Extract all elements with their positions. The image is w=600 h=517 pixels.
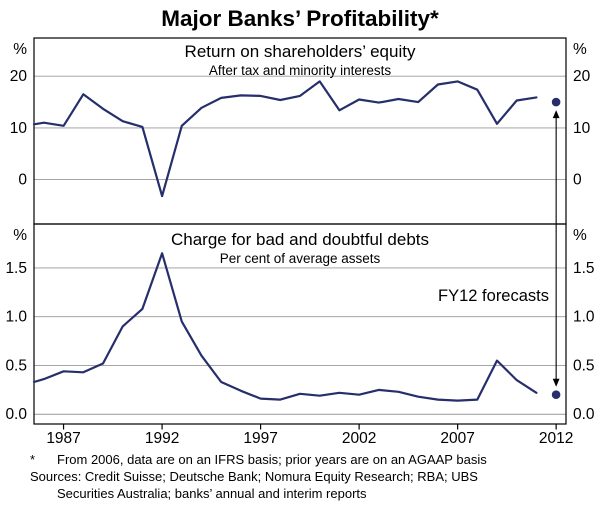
y-tick-label-right: 20: [573, 68, 591, 85]
y-tick-label-left: 1.0: [5, 309, 27, 326]
y-tick-label-right: 1.5: [573, 260, 595, 277]
y-axis-unit-left: %: [13, 227, 27, 244]
y-axis-unit-right: %: [573, 227, 587, 244]
x-tick-label: 1987: [46, 430, 80, 447]
chart-canvas: 0 0 10 10 20 20% % 0.0 0.0 0.5 0.5 1.0 1.0 1.5 1.5% % 19…: [5, 6, 595, 447]
panel-frame: [33, 223, 567, 425]
footnote-line: * From 2006, data are on an IFRS basis; …: [30, 451, 592, 468]
sources-text: Sources: Credit Suisse; Deutsche Bank; N…: [30, 469, 478, 502]
y-axis-unit-left: %: [13, 41, 27, 58]
series-line: [32, 80, 538, 198]
y-tick-label-left: 0: [18, 172, 27, 189]
x-tick-label: 1992: [145, 430, 179, 447]
y-axis-unit-right: %: [573, 41, 587, 58]
forecast-dot: [551, 97, 561, 107]
panel2-title: Charge for bad and doubtful debts: [171, 230, 429, 249]
x-tick-label: 2007: [440, 430, 474, 447]
x-tick-label: 2002: [342, 430, 376, 447]
y-tick-label-right: 0.0: [573, 406, 595, 423]
arrow-head-up: [552, 110, 560, 119]
y-tick-label-left: 0.0: [5, 406, 27, 423]
footnote-text: From 2006, data are on an IFRS basis; pr…: [57, 452, 487, 467]
series-layer: [32, 80, 561, 402]
series-line: [32, 252, 538, 402]
x-tick-label: 2012: [539, 430, 573, 447]
y-tick-label-left: 20: [10, 68, 28, 85]
axes-layer: 0 0 10 10 20 20% % 0.0 0.0 0.5 0.5 1.0 1.0 1.5 1.5% % 19…: [5, 37, 595, 447]
forecast-dot: [551, 390, 561, 400]
arrow-head-down: [552, 378, 560, 387]
footnotes: * From 2006, data are on an IFRS basis; …: [30, 451, 592, 502]
y-tick-label-right: 1.0: [573, 309, 595, 326]
y-tick-label-right: 0.5: [573, 357, 595, 374]
x-tick-label: 1997: [243, 430, 277, 447]
panel1-title: Return on shareholders’ equity: [185, 42, 416, 61]
panel2-subtitle: Per cent of average assets: [220, 251, 381, 266]
y-tick-label-left: 0.5: [5, 357, 27, 374]
gridlines-layer: [34, 75, 566, 415]
y-tick-label-left: 10: [10, 120, 28, 137]
y-tick-label-right: 0: [573, 172, 582, 189]
panel1-subtitle: After tax and minority interests: [209, 63, 392, 78]
forecast-annotation: FY12 forecasts: [438, 287, 549, 305]
chart-title: Major Banks’ Profitability*: [161, 6, 439, 31]
y-tick-label-left: 1.5: [5, 260, 27, 277]
y-tick-label-right: 10: [573, 120, 591, 137]
footnote-symbol: *: [30, 452, 36, 467]
